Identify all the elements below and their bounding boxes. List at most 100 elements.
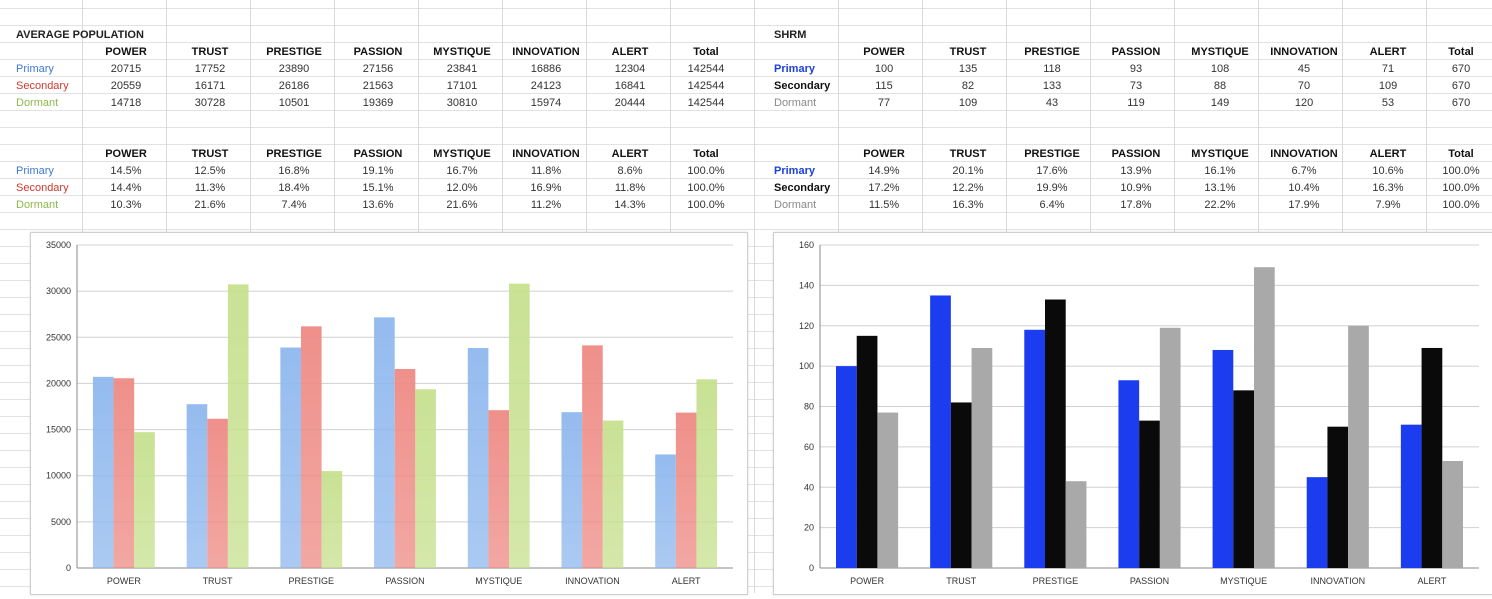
average-population-chart-panel[interactable]: 0 5000 10000 15000 20000 25000 30000 35000 POWER…	[30, 232, 748, 595]
cell-value[interactable]: 6.4%	[1039, 198, 1065, 211]
bar[interactable]	[92, 376, 114, 568]
cell-value[interactable]: 19369	[362, 96, 394, 109]
bar[interactable]	[134, 432, 155, 568]
cell-value[interactable]: 135	[958, 62, 978, 75]
cell-value[interactable]: 17.9%	[1288, 198, 1320, 211]
cell-value[interactable]: 10501	[278, 96, 310, 109]
bar[interactable]	[561, 412, 583, 568]
cell-value[interactable]: 108	[1210, 62, 1230, 75]
bar[interactable]	[1400, 424, 1422, 568]
cell-value[interactable]: 6.7%	[1291, 164, 1317, 177]
cell-value[interactable]: 12.0%	[446, 181, 478, 194]
cell-value[interactable]: 142544	[687, 96, 725, 109]
bar[interactable]	[300, 326, 322, 568]
cell-value[interactable]: 19.1%	[362, 164, 394, 177]
cell-value[interactable]: 11.8%	[614, 181, 646, 194]
cell-value[interactable]: 100.0%	[687, 198, 725, 211]
cell-value[interactable]: 10.9%	[1120, 181, 1152, 194]
cell-value[interactable]: 88	[1213, 79, 1227, 92]
cell-value[interactable]: 670	[1451, 79, 1471, 92]
cell-value[interactable]: 24123	[530, 79, 562, 92]
cell-value[interactable]: 73	[1129, 79, 1143, 92]
cell-value[interactable]: 16.1%	[1204, 164, 1236, 177]
cell-value[interactable]: 22.2%	[1204, 198, 1236, 211]
cell-value[interactable]: 15.1%	[362, 181, 394, 194]
cell-value[interactable]: 14.5%	[110, 164, 142, 177]
bar[interactable]	[1212, 349, 1234, 568]
cell-value[interactable]: 11.3%	[194, 181, 226, 194]
bar[interactable]	[186, 404, 208, 568]
bar[interactable]	[836, 366, 857, 568]
bar[interactable]	[856, 335, 878, 568]
cell-value[interactable]: 18.4%	[278, 181, 310, 194]
bar[interactable]	[1442, 461, 1463, 568]
cell-value[interactable]: 45	[1297, 62, 1311, 75]
bar[interactable]	[415, 389, 436, 568]
cell-value[interactable]: 53	[1381, 96, 1395, 109]
cell-value[interactable]: 17.2%	[868, 181, 900, 194]
bar[interactable]	[696, 379, 718, 568]
cell-value[interactable]: 120	[1294, 96, 1314, 109]
cell-value[interactable]: 109	[958, 96, 978, 109]
cell-value[interactable]: 20559	[110, 79, 142, 92]
cell-value[interactable]: 7.9%	[1375, 198, 1401, 211]
cell-value[interactable]: 100.0%	[1442, 198, 1480, 211]
bar[interactable]	[1327, 426, 1349, 568]
cell-value[interactable]: 30728	[194, 96, 226, 109]
cell-value[interactable]: 100.0%	[1442, 164, 1480, 177]
cell-value[interactable]: 23841	[446, 62, 478, 75]
bar[interactable]	[509, 283, 530, 568]
cell-value[interactable]: 670	[1451, 62, 1471, 75]
shrm-chart-panel[interactable]: 0 20 40 60 80 100 120 140 160 POWER TRUST PRESTIGE P…	[773, 232, 1492, 595]
bar[interactable]	[1024, 329, 1046, 568]
bar[interactable]	[675, 412, 697, 568]
bar[interactable]	[1348, 325, 1369, 568]
bar[interactable]	[1421, 347, 1443, 568]
cell-value[interactable]: 43	[1045, 96, 1059, 109]
cell-value[interactable]: 16886	[530, 62, 562, 75]
bar[interactable]	[971, 347, 993, 568]
cell-value[interactable]: 77	[877, 96, 891, 109]
cell-value[interactable]: 115	[875, 79, 893, 92]
cell-value[interactable]: 670	[1451, 96, 1471, 109]
cell-value[interactable]: 133	[1042, 79, 1062, 92]
cell-value[interactable]: 11.8%	[530, 164, 562, 177]
bar[interactable]	[1045, 299, 1066, 568]
cell-value[interactable]: 100.0%	[687, 181, 725, 194]
cell-value[interactable]: 21.6%	[446, 198, 478, 211]
cell-value[interactable]: 149	[1210, 96, 1230, 109]
cell-value[interactable]: 14.9%	[868, 164, 900, 177]
bar[interactable]	[1253, 267, 1275, 568]
bar[interactable]	[321, 471, 343, 568]
cell-value[interactable]: 11.2%	[530, 198, 562, 211]
cell-value[interactable]: 15974	[530, 96, 562, 109]
cell-value[interactable]: 119	[1127, 96, 1145, 109]
cell-value[interactable]: 17.6%	[1036, 164, 1068, 177]
cell-value[interactable]: 100.0%	[1442, 181, 1480, 194]
bar[interactable]	[467, 347, 489, 568]
cell-value[interactable]: 16.9%	[530, 181, 562, 194]
cell-value[interactable]: 10.6%	[1372, 164, 1404, 177]
bar[interactable]	[1139, 420, 1160, 568]
bar[interactable]	[655, 454, 676, 568]
bar[interactable]	[582, 345, 603, 568]
cell-value[interactable]: 100.0%	[687, 164, 725, 177]
cell-value[interactable]: 16.3%	[952, 198, 984, 211]
cell-value[interactable]: 16171	[194, 79, 226, 92]
cell-value[interactable]: 17.8%	[1120, 198, 1152, 211]
cell-value[interactable]: 16.8%	[278, 164, 310, 177]
cell-value[interactable]: 93	[1129, 62, 1143, 75]
bar[interactable]	[374, 317, 395, 568]
cell-value[interactable]: 20715	[110, 62, 142, 75]
bar[interactable]	[950, 402, 972, 568]
cell-value[interactable]: 20444	[614, 96, 646, 109]
bar[interactable]	[602, 420, 624, 568]
cell-value[interactable]: 13.1%	[1204, 181, 1236, 194]
bar[interactable]	[1065, 481, 1087, 568]
cell-value[interactable]: 16.3%	[1372, 181, 1404, 194]
bar[interactable]	[930, 295, 951, 568]
cell-value[interactable]: 16841	[614, 79, 646, 92]
cell-value[interactable]: 21563	[362, 79, 394, 92]
bar[interactable]	[280, 347, 301, 568]
bar[interactable]	[877, 412, 899, 568]
